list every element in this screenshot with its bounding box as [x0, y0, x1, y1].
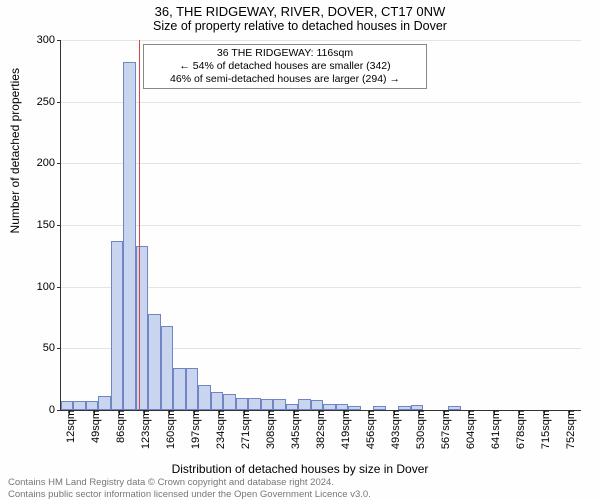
xtick-label: 271sqm	[236, 410, 252, 449]
xtick-label: 493sqm	[386, 410, 402, 449]
bar	[148, 314, 160, 410]
xtick-label: 345sqm	[286, 410, 302, 449]
bar	[311, 400, 323, 410]
y-axis-label: Number of detached properties	[8, 68, 22, 233]
chart-container: 36, THE RIDGEWAY, RIVER, DOVER, CT17 0NW…	[0, 0, 600, 500]
xtick-label: 715sqm	[536, 410, 552, 449]
ytick-label: 100	[37, 281, 61, 293]
bar	[236, 398, 248, 410]
bar	[98, 396, 110, 410]
bar	[73, 401, 85, 410]
xtick-label: 12sqm	[61, 410, 77, 443]
x-axis-label: Distribution of detached houses by size …	[0, 462, 600, 476]
bar	[223, 394, 235, 410]
bar	[286, 404, 298, 410]
annotation-line-3: 46% of semi-detached houses are larger (…	[150, 73, 420, 86]
bar	[261, 399, 273, 410]
ytick-label: 250	[37, 96, 61, 108]
ytick-label: 200	[37, 157, 61, 169]
xtick-label: 234sqm	[211, 410, 227, 449]
xtick-label: 123sqm	[136, 410, 152, 449]
xtick-label: 308sqm	[261, 410, 277, 449]
ytick-label: 0	[49, 404, 61, 416]
xtick-label: 641sqm	[486, 410, 502, 449]
bar	[323, 404, 335, 410]
bar	[448, 406, 460, 410]
xtick-label: 678sqm	[511, 410, 527, 449]
annotation-box: 36 THE RIDGEWAY: 116sqm ← 54% of detache…	[143, 44, 427, 89]
xtick-label: 86sqm	[111, 410, 127, 443]
xtick-label: 382sqm	[311, 410, 327, 449]
xtick-label: 49sqm	[86, 410, 102, 443]
bar	[211, 392, 223, 411]
ytick-label: 50	[43, 342, 61, 354]
footer-line-2: Contains public sector information licen…	[8, 489, 592, 500]
plot-area: 05010015020025030012sqm49sqm86sqm123sqm1…	[60, 40, 581, 411]
chart-subtitle: Size of property relative to detached ho…	[0, 19, 600, 33]
footer: Contains HM Land Registry data © Crown c…	[8, 477, 592, 500]
xtick-label: 419sqm	[336, 410, 352, 449]
bar	[248, 398, 260, 410]
chart-title: 36, THE RIDGEWAY, RIVER, DOVER, CT17 0NW	[0, 0, 600, 19]
bar	[186, 368, 198, 410]
bar	[411, 405, 423, 410]
xtick-label: 604sqm	[461, 410, 477, 449]
bar	[348, 406, 360, 410]
footer-line-1: Contains HM Land Registry data © Crown c…	[8, 477, 592, 488]
annotation-line-2: ← 54% of detached houses are smaller (34…	[150, 60, 420, 73]
bar	[61, 401, 73, 410]
bar	[273, 399, 285, 410]
xtick-label: 456sqm	[361, 410, 377, 449]
bar	[111, 241, 123, 410]
marker-line	[139, 40, 140, 410]
bar	[398, 406, 410, 410]
bar	[161, 326, 173, 410]
bar	[123, 62, 135, 410]
annotation-line-1: 36 THE RIDGEWAY: 116sqm	[150, 47, 420, 60]
xtick-label: 752sqm	[561, 410, 577, 449]
bar	[336, 404, 348, 410]
bar	[136, 246, 148, 410]
ytick-label: 150	[37, 219, 61, 231]
bar	[298, 399, 310, 410]
xtick-label: 160sqm	[161, 410, 177, 449]
xtick-label: 530sqm	[411, 410, 427, 449]
ytick-label: 300	[37, 34, 61, 46]
bar	[373, 406, 385, 410]
bar	[173, 368, 185, 410]
bar	[198, 385, 210, 410]
xtick-label: 197sqm	[186, 410, 202, 449]
bar	[86, 401, 98, 410]
xtick-label: 567sqm	[436, 410, 452, 449]
